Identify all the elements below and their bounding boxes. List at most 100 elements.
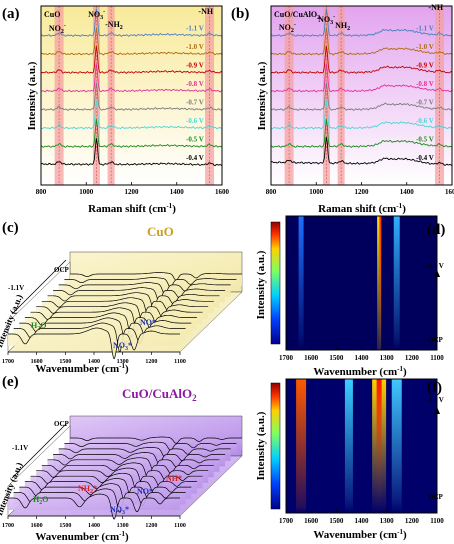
pb-series-label-6: -1.0 V	[416, 43, 434, 51]
pc-trace-fill-0	[8, 328, 180, 359]
panel-f-ylabel: Intensity (a.u.)	[255, 411, 267, 480]
panel-c-no: NO*	[140, 318, 156, 327]
pb-band-label-3: -NH	[428, 3, 443, 12]
pa-series-label-6: -1.0 V	[186, 43, 204, 51]
pd-band-3	[393, 216, 400, 350]
pa-series-label-2: -0.6 V	[186, 117, 204, 125]
pd-tick-label-5: 1200	[405, 354, 420, 362]
pb-series-label-4: -0.8 V	[416, 80, 434, 88]
pc-tick-label-0: 1700	[2, 359, 14, 365]
panel-f-colorbar	[270, 382, 281, 510]
pa-tick-label-2: 1200	[125, 188, 140, 196]
pc-tick-label-1: 1600	[31, 359, 43, 365]
pe-trace-fill-0	[8, 494, 180, 519]
pc-trace-0	[8, 327, 180, 359]
pa-series-2	[40, 100, 223, 130]
panel-d-top-label: -1.1 V	[426, 262, 444, 270]
pc-trace-8	[53, 287, 226, 302]
panel-d-letter: (d)	[427, 222, 445, 238]
pd-tick-label-6: 1100	[430, 354, 444, 362]
pa-series-5	[40, 46, 223, 74]
panel-a-material: CuO	[44, 10, 60, 19]
panel-e-nh: NH*	[166, 474, 182, 483]
panel-b-background	[271, 6, 452, 185]
panel-e-ocp: OCP	[54, 420, 70, 428]
panel-d-xlabel: Wavenumber (cm-1)	[313, 365, 407, 378]
pa-series-4	[41, 63, 223, 93]
pb-series-4	[271, 63, 453, 93]
panel-a-xlabel: Raman shift (cm-1)	[88, 202, 176, 215]
pa-series-label-5: -0.9 V	[186, 62, 204, 70]
pc-trace-6	[41, 297, 214, 317]
pe-trace-4	[30, 472, 203, 492]
panel-e-nh2: NH2*	[78, 484, 97, 495]
pd-band-0	[298, 216, 304, 350]
panel-d-arrowhead	[434, 270, 440, 277]
panel-c-h2o: H2O	[31, 321, 46, 332]
pe-trace-8	[53, 452, 226, 465]
pa-series-label-7: -1.1 V	[186, 25, 204, 33]
pd-tick-label-4: 1300	[380, 354, 395, 362]
pe-tick-label-6: 1100	[174, 523, 186, 529]
pb-tick-label-3: 1400	[400, 188, 415, 196]
pa-band-label-2: -NH2	[105, 20, 123, 31]
pb-band-label-1: NO3-	[318, 14, 335, 26]
panel-c-xlabel: Wavenumber (cm-1)	[35, 362, 129, 375]
pb-band-label-2: NH2	[335, 21, 350, 32]
panel-f: 1700 1600 1500 1400 1300 1200 1100 (f) -1.1 V …	[255, 378, 444, 541]
panel-c: 1700 1600 1500 1400 1300 1200 1100 (c) CuO OCP…	[0, 220, 243, 375]
pe-tick-label-2: 1500	[59, 523, 71, 529]
pf-tick-label-4: 1300	[380, 517, 395, 525]
panel-d-colorbar	[270, 221, 281, 345]
pa-series-label-4: -0.8 V	[186, 80, 204, 88]
pe-trace-5	[36, 467, 209, 485]
pd-band-2	[379, 216, 382, 350]
panel-e-letter: (e)	[2, 374, 19, 390]
pb-series-0	[270, 136, 453, 167]
pf-tick-label-2: 1500	[329, 517, 344, 525]
pe-trace-6	[41, 462, 214, 479]
pa-series-1	[40, 119, 223, 148]
pe-trace-10	[64, 441, 237, 451]
panel-b-material: CuO/CuAlO2	[274, 10, 320, 21]
pf-tick-label-0: 1700	[279, 517, 294, 525]
pc-trace-3	[24, 312, 197, 338]
pc-trace-2	[19, 317, 192, 345]
panel-d: 1700 1600 1500 1400 1300 1200 1100 (d) -1.1 V …	[255, 215, 445, 378]
pe-trace-9	[58, 447, 231, 458]
pe-tick-label-5: 1200	[145, 523, 157, 529]
pa-series-6	[40, 27, 223, 56]
pa-tick-label-0: 800	[36, 188, 47, 196]
panel-f-bottom-label: OCP	[428, 493, 444, 501]
pd-tick-label-2: 1500	[329, 354, 344, 362]
pf-tick-label-6: 1100	[430, 517, 444, 525]
pc-tick-label-6: 1100	[174, 359, 186, 365]
panel-c-material: CuO	[147, 224, 174, 239]
pb-tick-label-1: 1000	[309, 188, 324, 196]
pe-trace-3	[24, 478, 197, 499]
pb-series-3	[270, 82, 453, 111]
pe-tick-label-4: 1300	[117, 523, 129, 529]
pb-series-label-5: -0.9 V	[416, 62, 434, 70]
pe-tick-label-0: 1700	[2, 523, 14, 529]
panel-f-top-label: -1.1 V	[426, 396, 444, 404]
pf-tick-label-5: 1200	[405, 517, 420, 525]
pb-band-label-0: NO2-	[279, 22, 296, 34]
pb-series-2	[270, 100, 453, 130]
panel-c-ocp: OCP	[54, 266, 70, 274]
panel-b-ylabel: Intensity (a.u.)	[256, 61, 268, 130]
panel-f-xlabel: Wavenumber (cm-1)	[313, 528, 407, 541]
pe-trace-0	[8, 493, 180, 520]
pe-tick-label-1: 1600	[31, 523, 43, 529]
panel-f-arrowhead	[434, 407, 440, 414]
pa-tick-label-3: 1400	[170, 188, 185, 196]
panel-e-xlabel: Wavenumber (cm-1)	[35, 530, 129, 543]
panel-d-bottom-label: OCP	[428, 336, 444, 344]
pe-trace-11	[70, 436, 242, 444]
panel-c-no3: NO3*	[113, 341, 132, 352]
pc-trace-5	[36, 302, 209, 324]
panel-b-xlabel: Raman shift (cm-1)	[318, 202, 406, 215]
pa-tick-label-1: 1000	[79, 188, 94, 196]
pd-tick-label-1: 1600	[304, 354, 319, 362]
